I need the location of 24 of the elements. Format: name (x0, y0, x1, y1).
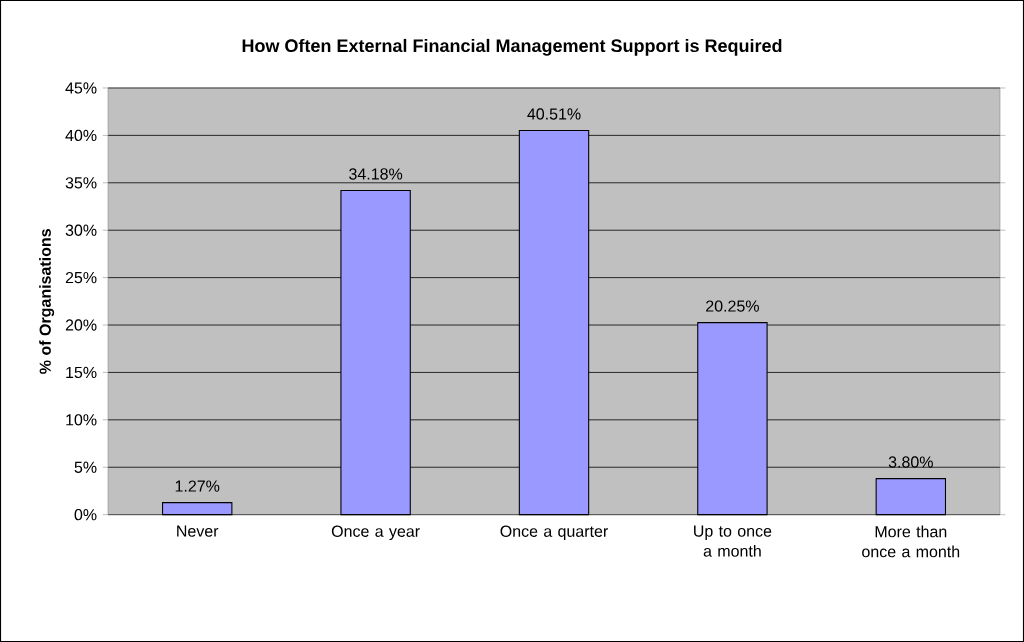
y-tick-label: 45% (65, 82, 97, 94)
y-tick-label: 20% (65, 319, 97, 331)
x-tick-label: Once a year (331, 525, 420, 541)
data-label: 20.25% (706, 300, 759, 312)
y-tick-label: 30% (65, 224, 97, 236)
y-tick-label: 35% (65, 177, 97, 189)
data-label: 40.51% (527, 108, 581, 120)
y-tick-label: 15% (66, 366, 97, 379)
chart-title: How Often External Financial Management Support is Required (242, 38, 782, 56)
y-tick-label: 5% (74, 461, 97, 473)
bar (162, 502, 233, 516)
y-tick-label: 40% (65, 129, 97, 142)
y-axis-title: % of Organisations (39, 229, 55, 374)
y-tick-label: 0% (74, 508, 97, 521)
y-tick-label: 25% (65, 271, 97, 284)
x-tick-label: Never (177, 525, 219, 537)
data-label: 34.18% (349, 168, 403, 180)
bar (875, 478, 947, 516)
data-label: 3.80% (888, 456, 933, 468)
data-label: 1.27% (175, 480, 220, 492)
x-tick-label: More than once a month (862, 525, 960, 558)
x-tick-label: Once a quarter (500, 525, 608, 541)
y-tick-label: 10% (66, 414, 97, 426)
x-tick-label: Up to once a month (694, 525, 772, 557)
